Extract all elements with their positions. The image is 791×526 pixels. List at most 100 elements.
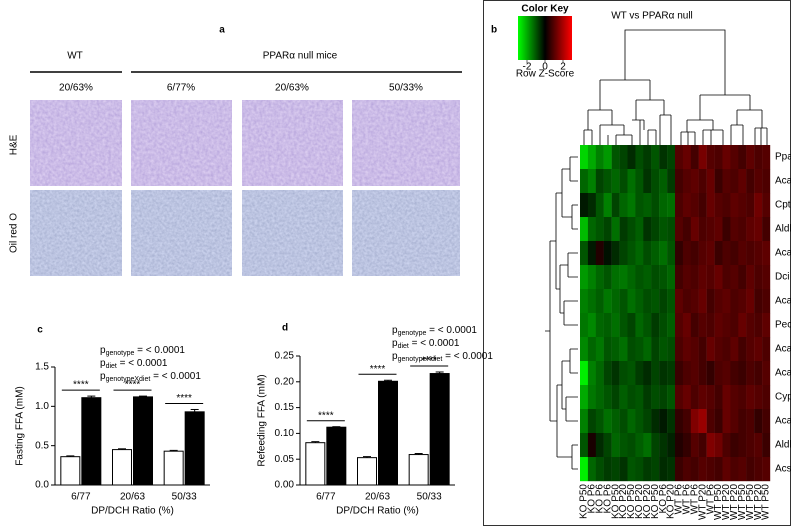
heatmap-cell bbox=[635, 289, 644, 314]
heatmap-cell bbox=[722, 409, 731, 434]
heatmap-cell bbox=[730, 433, 739, 458]
heatmap-cell bbox=[698, 457, 707, 482]
heatmap-cell bbox=[659, 385, 668, 410]
heatmap-cell bbox=[690, 433, 699, 458]
column-label: WT P50 bbox=[745, 484, 756, 520]
heatmap-cell bbox=[651, 457, 660, 482]
column-label: WT P6 bbox=[689, 484, 700, 515]
heatmap-cell bbox=[722, 457, 731, 482]
heatmap-cell bbox=[667, 385, 676, 410]
heatmap-cell bbox=[659, 217, 668, 242]
heatmap-cell bbox=[698, 217, 707, 242]
heatmap-cell bbox=[754, 169, 763, 194]
heatmap-cell bbox=[682, 241, 692, 266]
heatmap-cell bbox=[754, 241, 763, 266]
heatmap-cell bbox=[659, 289, 668, 314]
y-tick-label: 0.05 bbox=[275, 454, 295, 465]
heatmap-cell bbox=[603, 241, 612, 266]
y-tick-label: 0.25 bbox=[275, 351, 295, 362]
color-key-label: Row Z-Score bbox=[516, 69, 575, 80]
heatmap-cell bbox=[667, 409, 676, 434]
heatmap-cell bbox=[746, 241, 755, 266]
stat-subscript: diet bbox=[106, 363, 117, 370]
heatmap-cell bbox=[698, 289, 707, 314]
heatmap-cell bbox=[643, 337, 652, 362]
heatmap-cell bbox=[730, 145, 739, 170]
column-label: WT P50 bbox=[737, 484, 748, 520]
error-bar bbox=[414, 453, 423, 455]
stat-line: pgenotypeXdiet = < 0.0001 bbox=[100, 371, 201, 383]
significance-label: **** bbox=[421, 356, 437, 367]
heatmap-cell bbox=[706, 217, 715, 242]
row-label: Acadvl bbox=[775, 296, 791, 307]
heatmap-cell bbox=[619, 241, 628, 266]
oil-red-image bbox=[131, 190, 232, 276]
heatmap-cell bbox=[667, 313, 676, 338]
heatmap-cell bbox=[619, 169, 628, 194]
heatmap-cell bbox=[762, 409, 771, 434]
stat-symbol: p bbox=[100, 358, 106, 369]
heatmap-cell bbox=[603, 337, 612, 362]
heatmap-cell bbox=[587, 361, 597, 386]
heatmap-cell bbox=[754, 361, 763, 386]
heatmap-cell bbox=[690, 457, 699, 482]
y-tick-label: 0.5 bbox=[35, 440, 49, 451]
bar bbox=[112, 449, 132, 486]
column-label: WT P6 bbox=[682, 484, 693, 515]
heatmap-cell bbox=[682, 145, 692, 170]
heatmap-cell bbox=[690, 385, 699, 410]
heatmap-cell bbox=[580, 289, 589, 314]
row-label: H&E bbox=[9, 134, 20, 155]
heatmap-cell bbox=[690, 169, 699, 194]
heatmap-cell bbox=[706, 193, 715, 218]
error-bar bbox=[311, 441, 320, 443]
heatmap-cell bbox=[738, 361, 747, 386]
panel-label: b bbox=[491, 25, 497, 36]
heatmap-cell bbox=[651, 433, 660, 458]
heatmap-cell bbox=[722, 241, 731, 266]
x-tick-label: 6/77 bbox=[71, 492, 91, 503]
heatmap-cell bbox=[619, 433, 628, 458]
heatmap-cell bbox=[627, 385, 636, 410]
heatmap-cell bbox=[722, 433, 731, 458]
heatmap-cell bbox=[762, 385, 771, 410]
heatmap-cell bbox=[627, 337, 636, 362]
bar bbox=[163, 450, 184, 486]
column-label: KO P6 bbox=[594, 484, 605, 514]
heatmap-cell bbox=[603, 265, 612, 290]
heatmap-cell bbox=[682, 385, 692, 410]
heatmap-cell bbox=[738, 217, 747, 242]
heatmap-cell bbox=[619, 337, 628, 362]
heatmap-cell bbox=[619, 145, 628, 170]
heatmap-cell bbox=[580, 169, 589, 194]
heatmap-cell bbox=[682, 289, 692, 314]
heatmap-cell bbox=[627, 169, 636, 194]
heatmap-cell bbox=[738, 433, 747, 458]
heatmap-cell bbox=[619, 313, 628, 338]
heatmap-cell bbox=[627, 361, 636, 386]
heatmap-cell bbox=[754, 409, 763, 434]
heatmap-cell bbox=[730, 409, 739, 434]
heatmap-cell bbox=[651, 265, 660, 290]
column-label: 6/77% bbox=[167, 83, 195, 94]
heatmap-cell bbox=[682, 217, 692, 242]
heatmap-cell bbox=[738, 457, 747, 482]
heatmap-cell bbox=[595, 145, 604, 170]
heatmap-cell bbox=[675, 289, 684, 314]
heatmap-cell bbox=[635, 217, 644, 242]
column-label: KO P50 bbox=[610, 484, 621, 519]
heatmap-cell bbox=[682, 193, 692, 218]
heatmap-cell bbox=[635, 145, 644, 170]
heatmap-cell bbox=[595, 385, 604, 410]
heatmap-cell bbox=[595, 313, 604, 338]
heatmap-cell bbox=[667, 433, 676, 458]
heatmap-cell bbox=[762, 265, 771, 290]
group-label: WT bbox=[67, 51, 83, 62]
heatmap-cell bbox=[619, 217, 628, 242]
error-bar bbox=[66, 455, 75, 457]
column-label: KO P50 bbox=[650, 484, 661, 519]
heatmap-cell bbox=[619, 385, 628, 410]
heatmap-cell bbox=[580, 265, 589, 290]
heatmap-cell bbox=[595, 265, 604, 290]
heatmap-cell bbox=[580, 313, 589, 338]
